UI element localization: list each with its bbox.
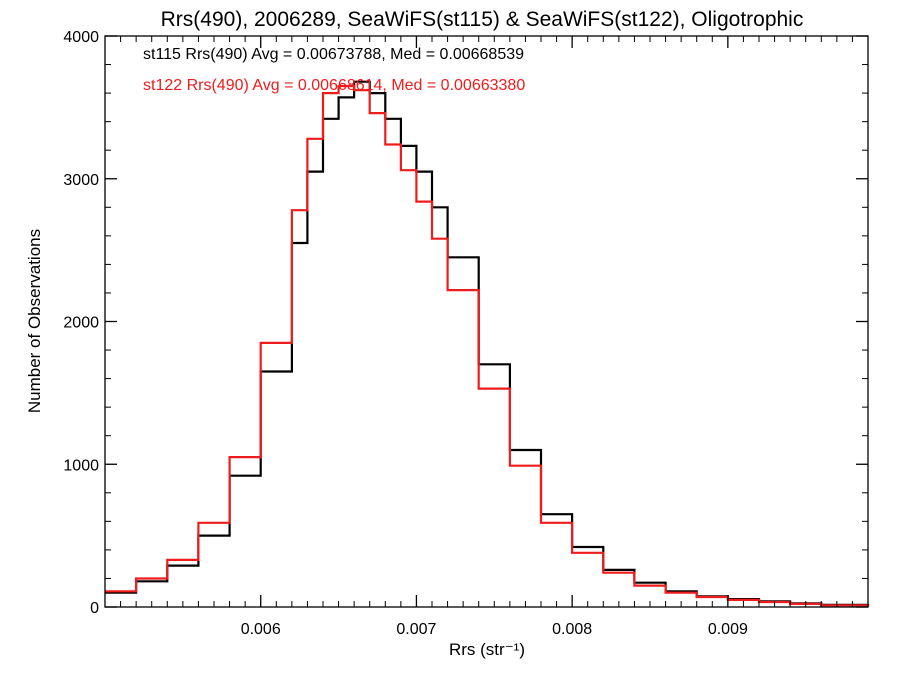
y-tick-label: 3000 xyxy=(63,172,99,189)
x-tick-label: 0.008 xyxy=(552,621,592,638)
legend-stat-1: st115 Rrs(490) Avg = 0.00673788, Med = 0… xyxy=(143,46,524,63)
y-tick-label: 1000 xyxy=(63,457,99,474)
series-line-1 xyxy=(105,80,870,607)
series-line-2 xyxy=(105,84,870,607)
x-tick-label: 0.009 xyxy=(708,621,748,638)
legend-stat-2: st122 Rrs(490) Avg = 0.00668614, Med = 0… xyxy=(143,77,525,94)
y-tick-label: 2000 xyxy=(63,315,99,332)
chart-title: Rrs(490), 2006289, SeaWiFS(st115) & SeaW… xyxy=(161,8,804,31)
x-axis-label: Rrs (str⁻¹) xyxy=(449,640,525,659)
legend-layer: st115 Rrs(490) Avg = 0.00673788, Med = 0… xyxy=(143,46,525,94)
y-axis-label: Number of Observations xyxy=(25,229,44,413)
y-tick-label: 4000 xyxy=(63,29,99,46)
x-tick-label: 0.007 xyxy=(396,621,436,638)
y-tick-label: 0 xyxy=(90,600,99,617)
plot-frame xyxy=(104,35,869,608)
axes-layer: 0 1000 2000 3000 4000 0.006 0.007 0.008 0.009 xyxy=(63,29,869,638)
series-layer xyxy=(105,80,870,607)
x-tick-label: 0.006 xyxy=(241,621,281,638)
